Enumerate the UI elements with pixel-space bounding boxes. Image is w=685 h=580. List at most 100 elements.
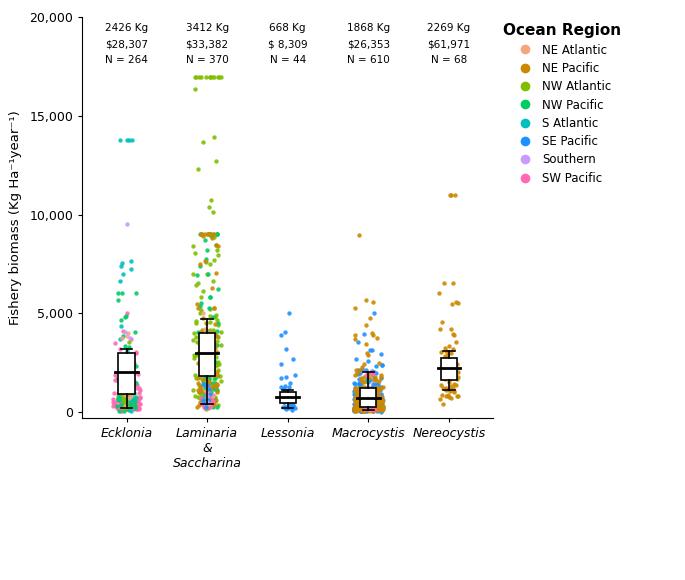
- Point: [365, 404, 376, 413]
- Point: [360, 404, 371, 414]
- Point: [203, 328, 214, 338]
- Point: [375, 383, 386, 393]
- Point: [208, 132, 219, 142]
- Point: [370, 372, 381, 381]
- Point: [349, 405, 360, 414]
- Point: [125, 407, 136, 416]
- Point: [212, 331, 223, 340]
- Point: [363, 405, 374, 414]
- Point: [366, 392, 377, 401]
- Point: [116, 398, 127, 407]
- Point: [375, 394, 386, 403]
- Point: [443, 392, 454, 401]
- Point: [376, 405, 387, 414]
- Point: [375, 396, 386, 405]
- Point: [358, 403, 369, 412]
- Point: [201, 367, 212, 376]
- Point: [369, 399, 380, 408]
- Point: [131, 378, 142, 387]
- Point: [366, 407, 377, 416]
- Point: [195, 342, 206, 351]
- Point: [365, 368, 376, 377]
- Point: [205, 304, 216, 314]
- Point: [208, 365, 219, 375]
- Point: [350, 404, 361, 414]
- Point: [374, 395, 385, 404]
- Point: [373, 404, 384, 413]
- Point: [125, 385, 136, 394]
- Point: [375, 395, 386, 404]
- Point: [351, 394, 362, 404]
- Point: [210, 383, 221, 392]
- Point: [203, 371, 214, 380]
- Point: [134, 383, 145, 393]
- Point: [110, 338, 121, 347]
- Point: [206, 328, 217, 338]
- Point: [367, 388, 378, 397]
- Point: [210, 329, 221, 338]
- Point: [209, 343, 220, 353]
- Point: [376, 404, 387, 414]
- Point: [208, 400, 219, 409]
- Point: [127, 374, 138, 383]
- Point: [353, 379, 364, 388]
- Point: [121, 309, 132, 318]
- Point: [210, 392, 221, 401]
- Point: [203, 390, 214, 400]
- Point: [125, 392, 136, 401]
- Point: [195, 299, 206, 308]
- Point: [119, 386, 129, 395]
- Point: [108, 397, 119, 407]
- Point: [366, 405, 377, 414]
- Point: [358, 392, 369, 401]
- Point: [349, 331, 360, 340]
- Point: [355, 380, 366, 390]
- Point: [356, 376, 367, 386]
- Point: [203, 230, 214, 239]
- Point: [127, 392, 138, 401]
- Point: [356, 374, 366, 383]
- Point: [349, 400, 360, 409]
- Point: [361, 394, 372, 403]
- Point: [199, 395, 210, 404]
- Point: [130, 400, 141, 409]
- Point: [278, 385, 289, 394]
- Point: [192, 165, 203, 174]
- Point: [364, 396, 375, 405]
- Point: [367, 396, 378, 405]
- Point: [365, 389, 376, 398]
- Point: [283, 393, 294, 402]
- Point: [287, 392, 298, 401]
- Point: [125, 389, 136, 398]
- Point: [356, 400, 366, 409]
- Point: [360, 400, 371, 409]
- Point: [121, 382, 132, 391]
- Point: [215, 341, 226, 350]
- Point: [438, 368, 449, 378]
- Point: [188, 329, 199, 338]
- Point: [114, 377, 125, 386]
- Point: [210, 319, 221, 328]
- Point: [352, 400, 363, 409]
- Point: [447, 278, 458, 288]
- Point: [209, 399, 220, 408]
- Point: [353, 400, 364, 409]
- Point: [208, 346, 219, 355]
- Point: [112, 397, 123, 406]
- Point: [438, 399, 449, 408]
- Point: [194, 387, 205, 397]
- Point: [440, 392, 451, 401]
- Point: [372, 401, 383, 411]
- Point: [206, 383, 216, 393]
- Point: [355, 403, 366, 412]
- Point: [366, 390, 377, 399]
- Point: [448, 379, 459, 388]
- Point: [447, 345, 458, 354]
- Point: [370, 383, 381, 393]
- Point: [452, 373, 463, 382]
- Point: [372, 403, 383, 412]
- Point: [363, 405, 374, 414]
- Point: [362, 375, 373, 385]
- Point: [361, 403, 372, 412]
- Point: [350, 383, 361, 393]
